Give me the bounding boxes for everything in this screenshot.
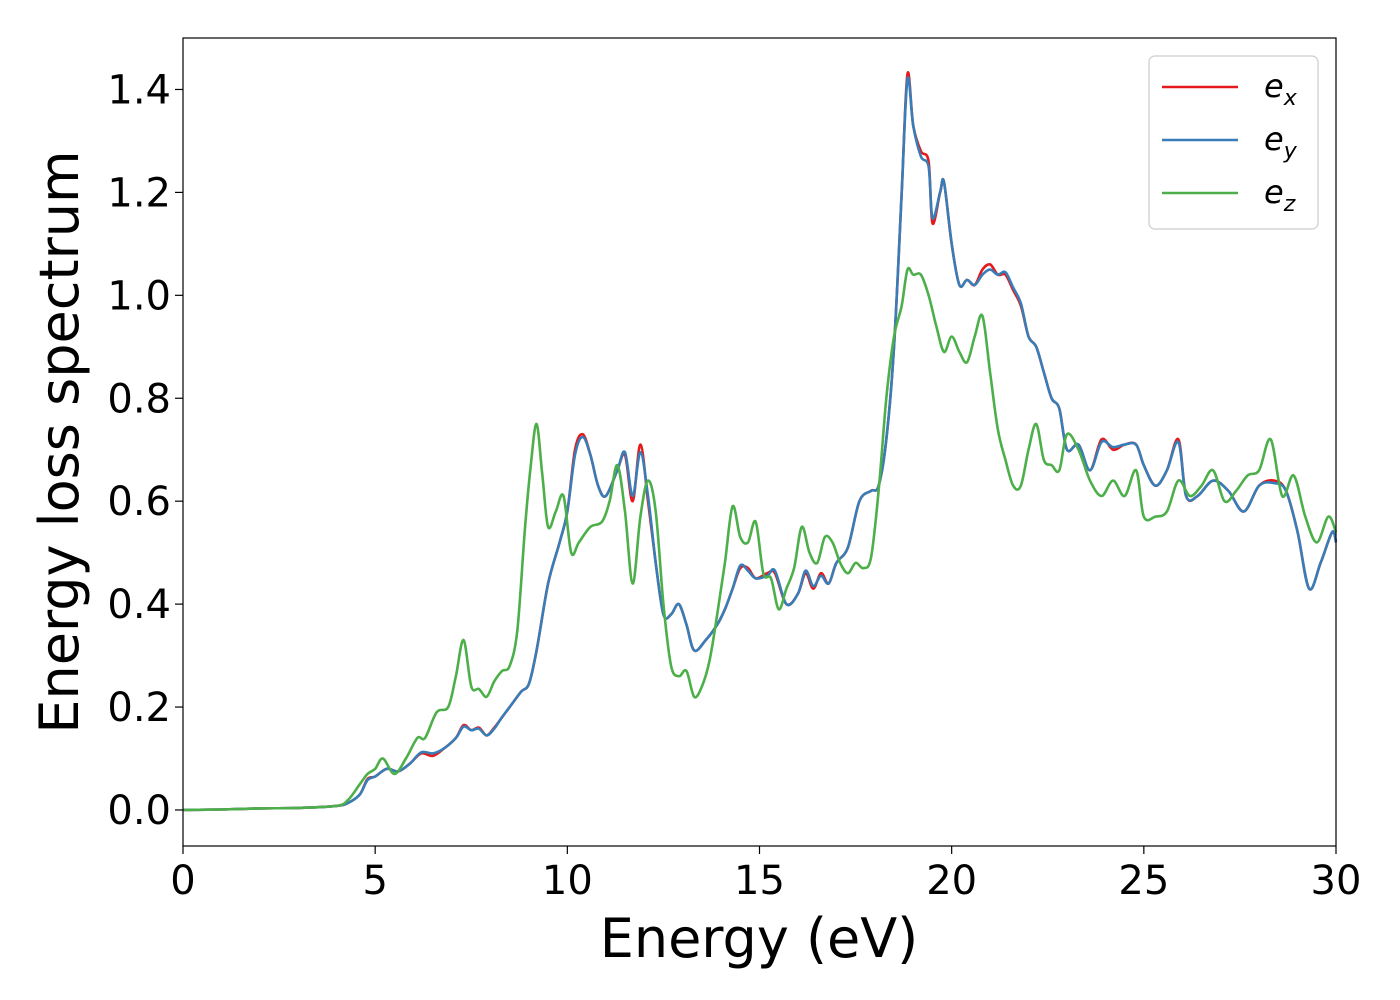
y-tick-label: 0.2 bbox=[107, 685, 171, 731]
legend: ex ey ez bbox=[1148, 55, 1319, 230]
legend-label-y: ey bbox=[1264, 120, 1298, 164]
y-tick-label: 1.4 bbox=[107, 67, 171, 113]
series-line-z bbox=[182, 266, 1338, 812]
x-tick-label: 30 bbox=[1311, 858, 1362, 904]
series-layer bbox=[182, 71, 1338, 812]
x-tick-label: 15 bbox=[734, 858, 785, 904]
x-tick-label: 20 bbox=[926, 858, 977, 904]
x-axis: 0 5 10 15 20 25 30 bbox=[170, 846, 1361, 904]
legend-label-z: ez bbox=[1264, 173, 1296, 217]
y-tick-label: 0.0 bbox=[107, 788, 171, 834]
legend-frame bbox=[1148, 55, 1319, 230]
x-tick-label: 10 bbox=[542, 858, 593, 904]
y-tick-label: 1.2 bbox=[107, 170, 171, 216]
y-axis: 0.0 0.2 0.4 0.6 0.8 1.0 1.2 1.4 bbox=[107, 67, 183, 834]
x-tick-label: 5 bbox=[362, 858, 387, 904]
y-tick-label: 1.0 bbox=[107, 273, 171, 319]
y-tick-label: 0.8 bbox=[107, 376, 171, 422]
y-axis-label: Energy loss spectrum bbox=[28, 150, 91, 733]
x-tick-label: 25 bbox=[1118, 858, 1169, 904]
x-tick-label: 0 bbox=[170, 858, 195, 904]
legend-label-x: ex bbox=[1264, 67, 1298, 111]
x-axis-label: Energy (eV) bbox=[600, 907, 919, 970]
y-tick-label: 0.6 bbox=[107, 479, 171, 525]
y-tick-label: 0.4 bbox=[107, 582, 171, 628]
series-line-y bbox=[182, 76, 1338, 812]
